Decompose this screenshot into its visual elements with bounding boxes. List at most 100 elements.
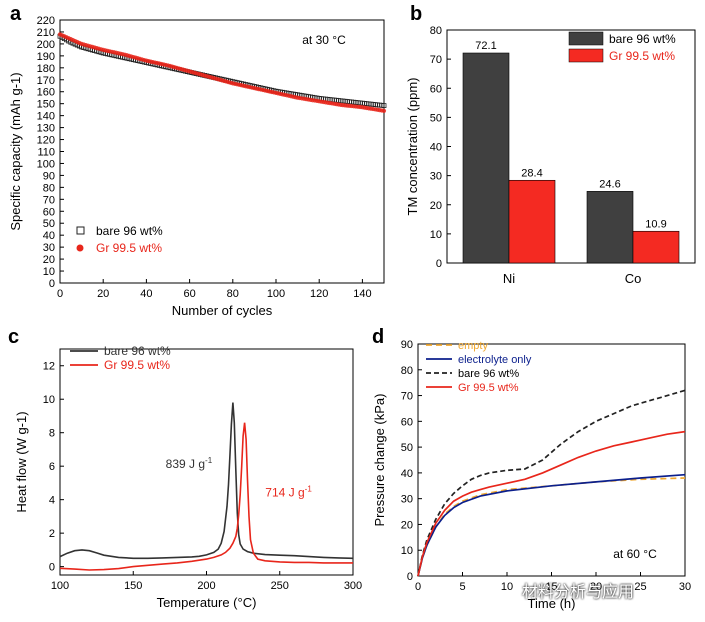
legend-label-gr-99-5: Gr 99.5 wt%	[96, 241, 162, 255]
y-tick-label-a: 180	[37, 63, 55, 75]
marker-gr-99-5	[381, 108, 387, 113]
y-tick-label-c: 4	[49, 495, 55, 507]
y-tick-label-d: 50	[401, 442, 413, 454]
legend-marker-gr-99-5	[76, 244, 84, 252]
pressure-line-gr-99-5-wt-	[417, 430, 686, 577]
x-tick-label-c: 250	[271, 580, 289, 592]
y-tick-label-c: 12	[43, 361, 55, 373]
x-tick-label-d: 25	[634, 581, 646, 593]
y-tick-label-b: 50	[430, 112, 442, 124]
y-tick-label-b: 20	[430, 200, 442, 212]
y-tick-label-c: 2	[49, 528, 55, 540]
y-tick-label-c: 6	[49, 461, 55, 473]
y-tick-label-b: 30	[430, 171, 442, 183]
bar-ni-bare	[462, 52, 510, 264]
x-tick-label-a: 140	[353, 288, 371, 300]
y-tick-label-a: 20	[43, 254, 55, 266]
y-tick-label-d: 40	[401, 468, 413, 480]
y-tick-label-a: 220	[37, 15, 55, 27]
x-tick-label-c: 200	[197, 580, 215, 592]
bar-value-label: 24.6	[599, 178, 620, 190]
y-tick-label-d: 0	[407, 571, 413, 583]
x-axis-label-a: Number of cycles	[172, 303, 273, 318]
x-tick-label-a: 100	[267, 288, 285, 300]
y-tick-label-a: 40	[43, 230, 55, 242]
bar-co-gr	[632, 230, 680, 264]
legend-label-c: bare 96 wt%	[104, 344, 171, 358]
legend-label-b: Gr 99.5 wt%	[609, 49, 675, 63]
superscript: -1	[305, 484, 313, 493]
y-tick-label-d: 60	[401, 416, 413, 428]
x-tick-label-a: 80	[227, 288, 239, 300]
y-tick-label-a: 0	[49, 278, 55, 290]
annotation-at-60C: at 60 °C	[613, 547, 657, 561]
x-tick-label-a: 0	[57, 288, 63, 300]
pressure-line-bare-96-wt-	[417, 389, 686, 577]
x-tick-label-c: 100	[51, 580, 69, 592]
enthalpy-annotation: 839 J g-1	[166, 456, 213, 471]
y-tick-label-d: 80	[401, 365, 413, 377]
y-tick-label-a: 70	[43, 194, 55, 206]
y-tick-label-d: 20	[401, 519, 413, 531]
y-tick-label-d: 10	[401, 545, 413, 557]
bar-ni-gr	[508, 179, 556, 264]
panel-label-a: a	[10, 3, 22, 25]
y-tick-label-a: 90	[43, 170, 55, 182]
legend-label-b: bare 96 wt%	[609, 32, 676, 46]
y-tick-label-a: 170	[37, 75, 55, 87]
enthalpy-annotation: 714 J g-1	[265, 484, 312, 499]
pressure-line-empty	[417, 477, 686, 577]
y-tick-label-a: 60	[43, 206, 55, 218]
legend-label-c: Gr 99.5 wt%	[104, 358, 170, 372]
x-tick-label-a: 20	[97, 288, 109, 300]
x-tick-label-d: 20	[590, 581, 602, 593]
y-tick-label-b: 40	[430, 142, 442, 154]
legend-label-d: electrolyte only	[458, 354, 532, 366]
superscript: -1	[205, 456, 213, 465]
x-tick-label-c: 150	[124, 580, 142, 592]
y-tick-label-d: 30	[401, 494, 413, 506]
y-tick-label-a: 200	[37, 39, 55, 51]
marker-bare-96	[381, 103, 387, 108]
x-tick-label-a: 120	[310, 288, 328, 300]
y-tick-label-a: 50	[43, 218, 55, 230]
y-tick-label-a: 100	[37, 158, 55, 170]
x-tick-label-d: 0	[415, 581, 421, 593]
y-axis-label-b: TM concentration (ppm)	[405, 78, 420, 216]
y-tick-label-b: 80	[430, 25, 442, 37]
y-tick-label-d: 90	[401, 339, 413, 351]
y-tick-label-c: 8	[49, 428, 55, 440]
y-tick-label-a: 190	[37, 51, 55, 63]
category-label-co: Co	[625, 271, 642, 286]
legend-label-d: bare 96 wt%	[458, 368, 519, 380]
legend-marker-bare-96	[76, 226, 85, 235]
bar-co-bare	[586, 191, 634, 264]
y-tick-label-b: 0	[436, 258, 442, 270]
panel-label-d: d	[372, 326, 384, 348]
legend-swatch-b	[568, 48, 604, 63]
y-tick-label-a: 120	[37, 135, 55, 147]
y-tick-label-a: 10	[43, 266, 55, 278]
legend-label-bare-96: bare 96 wt%	[96, 224, 163, 238]
y-tick-label-a: 150	[37, 99, 55, 111]
y-tick-label-c: 10	[43, 394, 55, 406]
y-tick-label-c: 0	[49, 562, 55, 574]
y-tick-label-b: 60	[430, 83, 442, 95]
y-tick-label-b: 70	[430, 54, 442, 66]
heat-flow-line-gr-99-5	[59, 422, 353, 571]
x-tick-label-d: 10	[501, 581, 513, 593]
annotation-at-30C: at 30 °C	[302, 33, 346, 47]
x-tick-label-a: 60	[183, 288, 195, 300]
y-tick-label-d: 70	[401, 391, 413, 403]
y-axis-label-a: Specific capacity (mAh g-1)	[8, 72, 23, 230]
category-label-ni: Ni	[503, 271, 515, 286]
y-tick-label-b: 10	[430, 229, 442, 241]
watermark: 材料分析与应用	[522, 582, 635, 601]
x-tick-label-d: 5	[459, 581, 465, 593]
bar-value-label: 10.9	[645, 218, 666, 230]
y-tick-label-a: 80	[43, 182, 55, 194]
y-axis-label-d: Pressure change (kPa)	[372, 394, 387, 527]
x-tick-label-c: 300	[344, 580, 362, 592]
panel-label-b: b	[410, 3, 422, 25]
